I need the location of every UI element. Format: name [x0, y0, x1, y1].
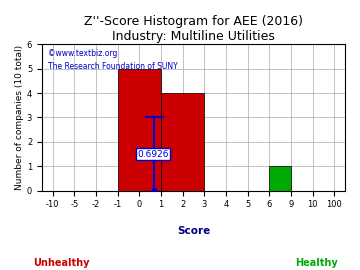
Bar	[118, 69, 161, 191]
Bar	[161, 93, 204, 191]
X-axis label: Score: Score	[177, 226, 210, 236]
Bar	[269, 166, 291, 191]
Y-axis label: Number of companies (10 total): Number of companies (10 total)	[15, 45, 24, 190]
Text: The Research Foundation of SUNY: The Research Foundation of SUNY	[48, 62, 178, 71]
Text: Unhealthy: Unhealthy	[33, 258, 89, 268]
Text: 0.6926: 0.6926	[138, 150, 169, 158]
Title: Z''-Score Histogram for AEE (2016)
Industry: Multiline Utilities: Z''-Score Histogram for AEE (2016) Indus…	[84, 15, 303, 43]
Text: ©www.textbiz.org: ©www.textbiz.org	[48, 49, 117, 58]
Text: Healthy: Healthy	[296, 258, 338, 268]
